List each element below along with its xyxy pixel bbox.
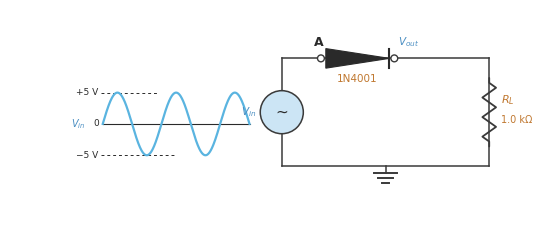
Circle shape: [317, 55, 324, 62]
Text: $V_{out}$: $V_{out}$: [398, 35, 420, 49]
Text: $R_L$: $R_L$: [501, 94, 515, 107]
Circle shape: [260, 91, 303, 134]
Polygon shape: [326, 49, 390, 68]
Text: $V_{in}$: $V_{in}$: [71, 117, 85, 131]
Text: ~: ~: [276, 105, 288, 120]
Text: 1N4001: 1N4001: [337, 74, 378, 84]
Text: 0: 0: [93, 120, 99, 129]
Text: A: A: [314, 36, 324, 49]
Circle shape: [391, 55, 398, 62]
Text: $V_{in}$: $V_{in}$: [241, 105, 256, 119]
Text: −5 V: −5 V: [76, 151, 98, 160]
Text: 1.0 kΩ: 1.0 kΩ: [501, 115, 532, 125]
Text: +5 V: +5 V: [76, 88, 98, 97]
